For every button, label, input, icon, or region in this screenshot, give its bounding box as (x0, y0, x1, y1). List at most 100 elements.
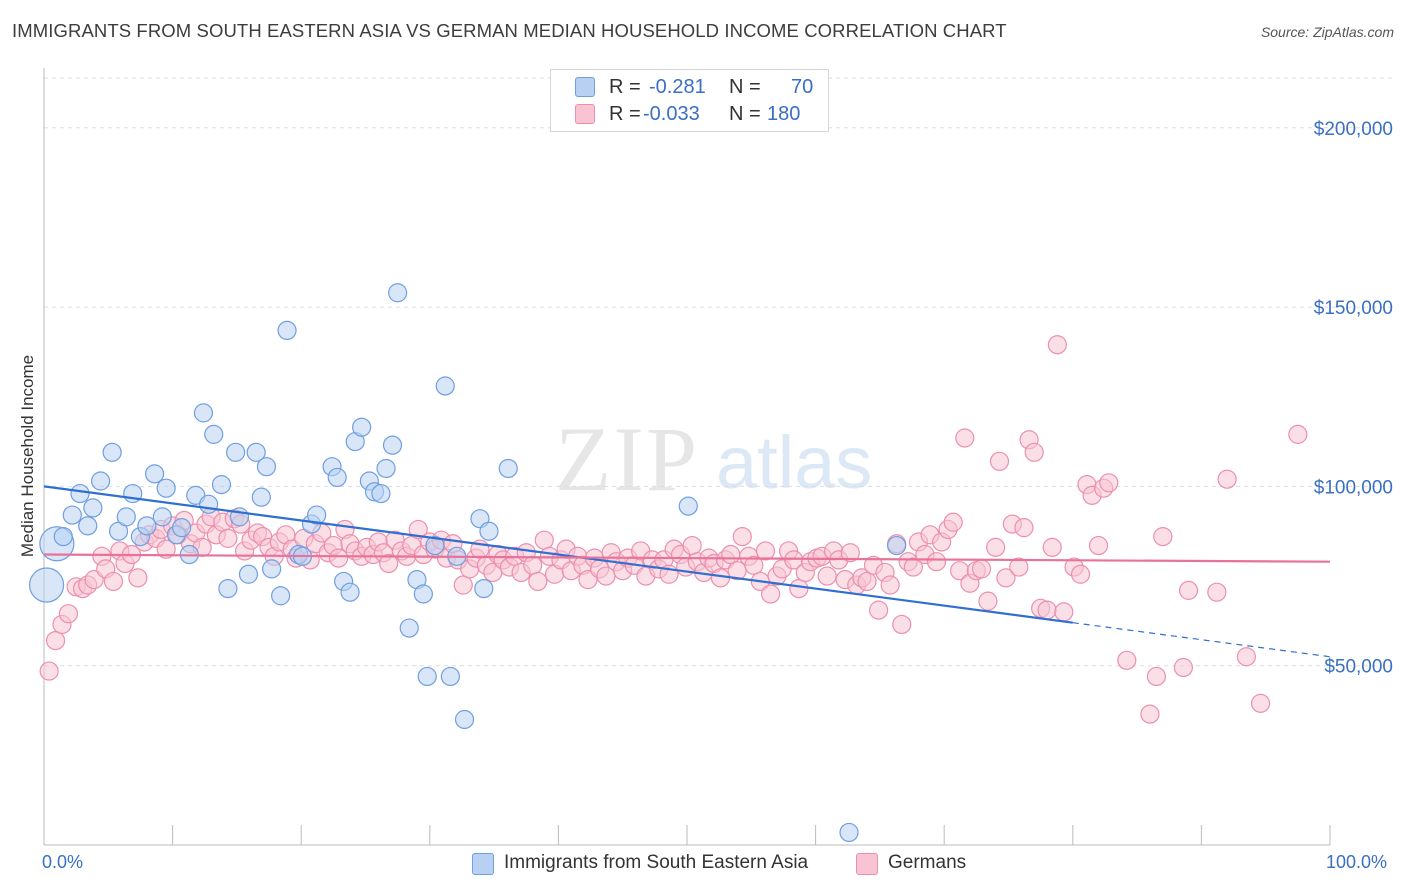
data-point-pink (328, 548, 349, 568)
data-point-blue (116, 507, 136, 527)
data-point-pink (1009, 557, 1029, 577)
data-point-blue (78, 516, 98, 536)
data-point-pink (39, 661, 59, 681)
y-tick-label: $50,000 (1324, 657, 1393, 678)
legend-n-value: 180 (767, 103, 801, 125)
data-point-pink (1070, 564, 1091, 584)
data-point-blue (887, 535, 907, 556)
data-point-pink (453, 575, 473, 595)
data-point-blue (454, 709, 475, 730)
data-point-pink (817, 566, 837, 586)
data-point-blue (152, 507, 172, 527)
data-point-pink (721, 544, 741, 565)
data-point-pink (996, 568, 1016, 588)
data-point-pink (978, 591, 998, 611)
data-point-pink (955, 428, 975, 448)
data-point-pink (218, 528, 238, 548)
data-point-blue (388, 283, 408, 303)
bottom-legend-swatch-blue (472, 853, 494, 875)
data-point-blue (839, 822, 859, 843)
data-point-pink (1042, 537, 1062, 557)
data-point-blue (307, 505, 327, 525)
data-point-pink (1146, 666, 1166, 687)
data-point-pink (869, 600, 889, 620)
data-point-blue (204, 424, 224, 444)
data-point-pink (534, 530, 554, 550)
data-point-pink (682, 535, 702, 556)
data-point-blue (193, 403, 214, 423)
data-point-blue (156, 478, 176, 498)
data-point-blue (340, 582, 360, 602)
data-point-pink (989, 451, 1010, 471)
data-point-blue (474, 578, 494, 599)
data-point-blue (498, 458, 518, 479)
data-point-blue (211, 475, 232, 495)
data-point-blue (479, 521, 499, 541)
data-point-pink (880, 575, 900, 595)
legend-n-label: N = (729, 76, 761, 98)
data-point-blue (435, 376, 455, 396)
data-point-pink (1099, 473, 1119, 493)
data-point-pink (732, 526, 752, 547)
data-point-pink (128, 568, 148, 588)
data-point-blue (102, 442, 122, 462)
data-point-pink (1024, 442, 1044, 462)
data-point-blue (256, 457, 277, 477)
data-point-blue (678, 496, 698, 516)
legend-n-label: N = (729, 103, 761, 125)
data-point-pink (943, 512, 963, 532)
data-point-pink (408, 519, 428, 540)
data-point-blue (144, 464, 165, 484)
data-point-pink (903, 557, 923, 577)
data-point-blue (199, 494, 219, 514)
data-point-pink (1153, 526, 1173, 547)
data-point-pink (1088, 535, 1109, 556)
data-point-blue (271, 586, 291, 606)
data-point-pink (1217, 469, 1237, 489)
data-point-blue (218, 578, 238, 599)
legend-r-value: -0.281 (649, 76, 706, 98)
data-point-pink (1047, 335, 1067, 355)
y-tick-label: $200,000 (1314, 119, 1393, 140)
data-point-pink (1037, 600, 1057, 620)
data-point-pink (986, 537, 1006, 557)
data-point-pink (528, 571, 548, 592)
data-point-blue (90, 471, 111, 491)
data-point-pink (1054, 602, 1074, 622)
data-point-blue (327, 467, 347, 488)
legend-n-value: 70 (791, 76, 814, 98)
watermark-atlas: atlas (716, 421, 872, 504)
data-point-pink (755, 541, 776, 561)
data-point-pink (926, 552, 947, 572)
stats-legend: R = -0.281 N = 70 R = -0.033 N = 180 (550, 69, 829, 132)
data-point-pink (1207, 582, 1227, 602)
y-tick-label: $150,000 (1314, 298, 1393, 319)
data-point-blue (399, 618, 419, 638)
data-point-pink (156, 539, 176, 559)
data-point-pink (1178, 580, 1199, 600)
data-point-blue (425, 535, 445, 556)
data-point-blue (172, 518, 192, 538)
trend-line-immigrants (43, 485, 1073, 624)
data-point-blue (262, 559, 282, 579)
data-point-pink (1014, 518, 1034, 538)
data-point-pink (45, 630, 66, 651)
data-point-pink (744, 555, 764, 575)
bottom-legend-swatch-pink (856, 853, 878, 875)
y-axis-label: Median Household Income (18, 354, 37, 558)
data-point-blue (382, 435, 403, 455)
data-point-pink (1236, 647, 1257, 667)
legend-swatch-blue (575, 77, 595, 97)
data-point-pink (1288, 424, 1308, 444)
legend-r-value: -0.033 (643, 103, 700, 125)
data-point-pink (1173, 657, 1193, 678)
data-point-pink (1250, 693, 1271, 713)
data-point-pink (523, 555, 543, 575)
data-point-blue (440, 666, 460, 687)
data-point-blue (376, 458, 396, 479)
data-point-blue (226, 442, 246, 462)
source-credit: Source: ZipAtlas.com (1260, 24, 1394, 40)
y-tick-label: $100,000 (1314, 477, 1393, 498)
watermark-zip: ZIP (555, 408, 699, 510)
